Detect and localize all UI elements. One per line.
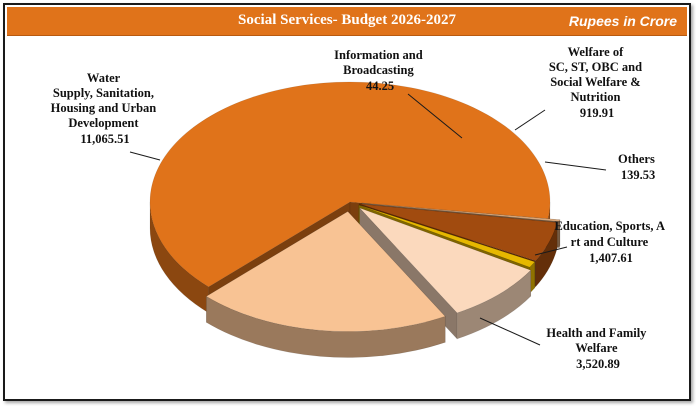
leader-lines: [129, 93, 607, 346]
unit-label: Rupees in Crore: [568, 13, 677, 29]
slice-information: [361, 202, 561, 222]
slice-value-others: 139.53: [621, 168, 655, 182]
slice-label-water: Water Supply, Sanitation, Housing and Ur…: [51, 71, 160, 146]
chart-title: Social Services- Budget 2026-2027: [238, 12, 456, 28]
leader-line-education: [534, 246, 568, 256]
slice-value-water: 11,065.51: [80, 132, 129, 146]
slice-value-welfare: 919.91: [580, 106, 614, 120]
chart-header: Social Services- Budget 2026-2027 Rupees…: [7, 7, 687, 36]
slice-label-health: Health and Family Welfare 3,520.89: [546, 326, 649, 371]
pie-tops: [149, 81, 561, 332]
leader-line-water: [129, 151, 161, 161]
slice-value-health: 3,520.89: [576, 357, 620, 371]
slice-others: [358, 204, 536, 268]
slice-water: [149, 81, 551, 288]
leader-line-others: [544, 161, 607, 171]
slice-label-education: Education, Sports, A rt and Culture 1,40…: [555, 219, 668, 265]
leader-line-health: [479, 317, 541, 346]
slice-value-education: 1,407.61: [589, 251, 633, 265]
leader-line-information: [407, 93, 463, 139]
slice-label-welfare: Welfare of SC, ST, OBC and Social Welfar…: [549, 45, 645, 120]
slice-value-information: 44.25: [366, 79, 394, 93]
slice-label-others: Others 139.53: [618, 152, 658, 182]
slice-welfare: [359, 203, 558, 262]
slice-label-information: Information and Broadcasting 44.25: [334, 48, 426, 93]
slice-education: [359, 207, 532, 314]
slice-health: [205, 211, 446, 332]
leader-line-welfare: [514, 109, 546, 131]
